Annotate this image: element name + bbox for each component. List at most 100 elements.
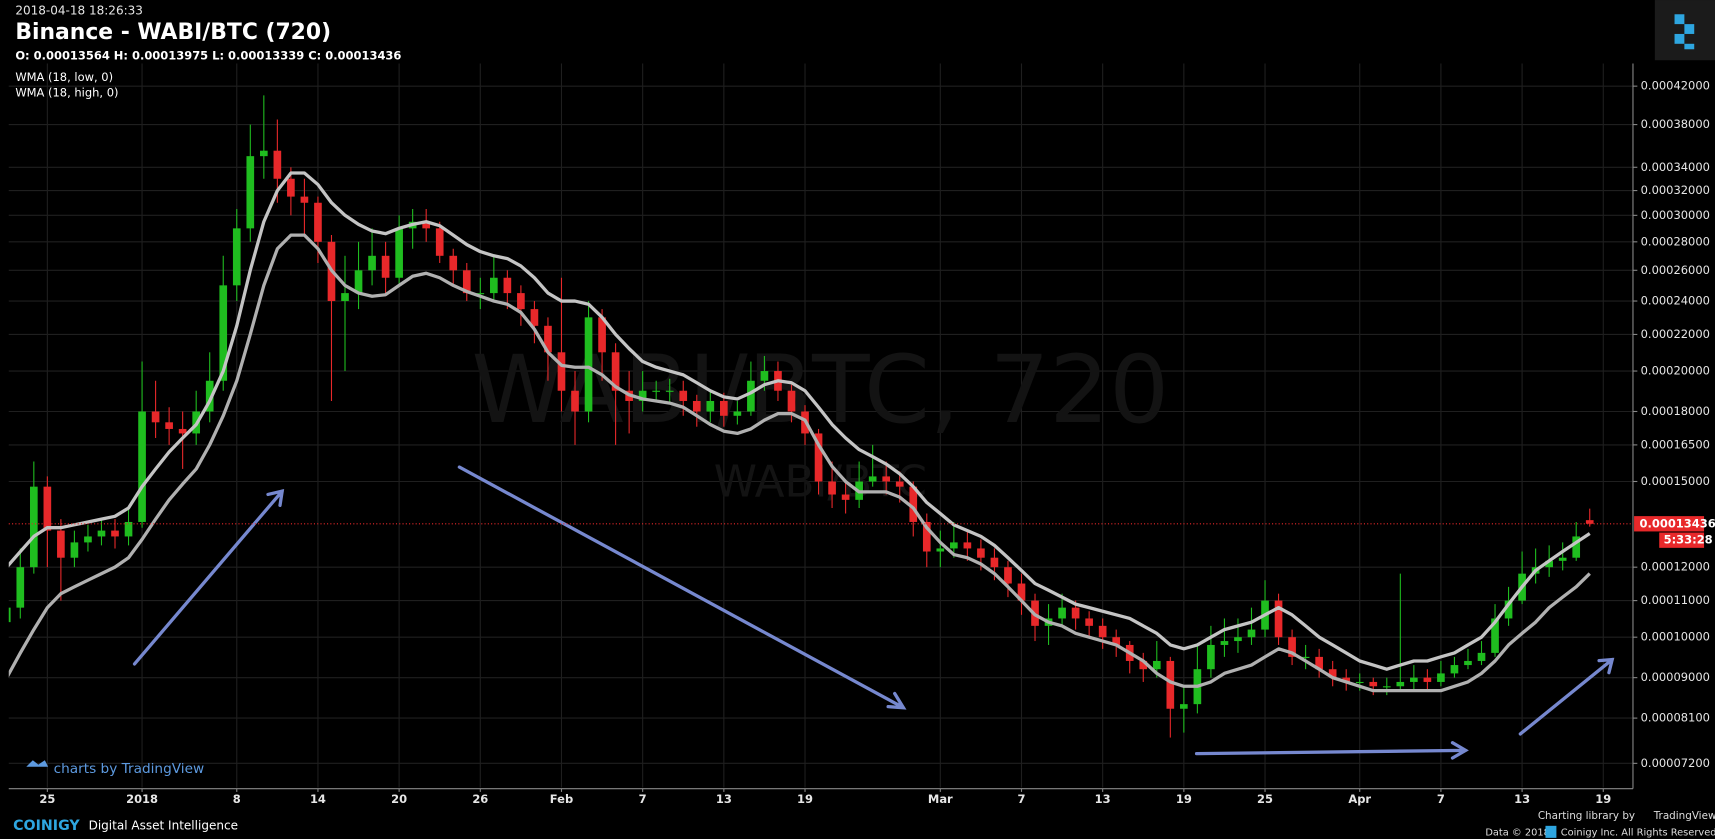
candle-body	[598, 317, 606, 353]
candle-body	[165, 422, 173, 429]
tv-icon	[26, 760, 49, 767]
chart-title: Binance - WABI/BTC (720)	[15, 20, 331, 45]
candle-body	[1328, 669, 1337, 678]
candle-body	[977, 548, 985, 558]
x-tick-label: 13	[1095, 792, 1111, 806]
candle-body	[246, 156, 255, 229]
watermark: WABI/BTC, 720	[472, 336, 1170, 445]
tv-credit[interactable]: charts by TradingView	[54, 761, 205, 777]
candle-body	[950, 542, 958, 549]
countdown: 5:33:28	[1664, 533, 1713, 547]
y-tick-label: 0.00034000	[1641, 160, 1710, 174]
candle-body	[638, 390, 647, 401]
candle-body	[1342, 677, 1351, 682]
candle-body	[1423, 677, 1432, 682]
tradingview-credit[interactable]: charts by TradingView	[26, 760, 204, 777]
x-tick-label: Apr	[1348, 792, 1371, 806]
candle-body	[1437, 673, 1445, 682]
y-tick-label: 0.00016500	[1641, 437, 1710, 451]
y-tick-label: 0.00032000	[1641, 183, 1710, 197]
y-tick-label: 0.00007200	[1641, 756, 1710, 770]
candle-body	[584, 317, 593, 412]
candle-body	[1207, 644, 1215, 670]
candle-body	[151, 411, 160, 423]
x-tick-label: 26	[472, 792, 488, 806]
candle-body	[449, 255, 458, 271]
candle-body	[1234, 637, 1242, 642]
candle-body	[111, 530, 119, 537]
candle-body	[787, 390, 796, 412]
arrow	[1518, 657, 1615, 736]
candle-body	[314, 202, 322, 242]
rights: Coinigy Inc. All Rights Reserved.	[1561, 827, 1715, 838]
candle-body	[368, 255, 376, 271]
price-label-bg	[1634, 516, 1705, 532]
y-tick-label: 0.00015000	[1641, 474, 1710, 488]
candle-body	[29, 486, 38, 568]
candle-body	[1288, 637, 1296, 657]
candle-body	[571, 390, 579, 412]
arrow	[1194, 741, 1469, 760]
candle-body	[990, 557, 999, 568]
candle-body	[273, 150, 282, 179]
candle-body	[205, 380, 214, 412]
y-tick-label: 0.00038000	[1641, 117, 1710, 131]
candle-body	[232, 228, 241, 286]
candle-body	[1450, 665, 1459, 674]
candle-body	[895, 481, 904, 487]
candle-body	[219, 285, 228, 381]
x-tick-label: 8	[233, 792, 241, 806]
candle-body	[16, 567, 25, 608]
candle-body	[476, 293, 485, 295]
candle-body	[1558, 557, 1567, 561]
candle-body	[747, 380, 755, 412]
y-tick-label: 0.00042000	[1641, 79, 1710, 93]
candle-body	[517, 293, 525, 310]
candle-body	[395, 228, 403, 278]
x-tick-label: 25	[1257, 792, 1273, 806]
coinigy-logo[interactable]: COINIGY	[13, 818, 80, 834]
y-tick-label: 0.00012000	[1641, 560, 1710, 574]
candle-body	[490, 277, 498, 294]
y-tick-label: 0.00020000	[1641, 364, 1710, 378]
candle-body	[381, 255, 390, 278]
candle-body	[1301, 656, 1310, 658]
y-tick-label: 0.00009000	[1641, 670, 1710, 684]
candle-body	[720, 400, 728, 416]
y-tick-label: 0.00018000	[1641, 404, 1710, 418]
ohlc-line: O: 0.00013564 H: 0.00013975 L: 0.0001333…	[15, 48, 401, 62]
candle-body	[1315, 656, 1323, 670]
candle-body	[354, 270, 363, 294]
candle-body	[1058, 607, 1066, 619]
candle-body	[1410, 677, 1418, 682]
candle-body	[8, 607, 11, 623]
candle-body	[1545, 560, 1553, 568]
candle-body	[1247, 629, 1256, 638]
candle-body	[43, 486, 52, 531]
candle-body	[706, 400, 715, 412]
candle-body	[287, 178, 295, 197]
candle-body	[963, 542, 972, 549]
candle-body	[841, 494, 850, 500]
library-credit: Charting library by	[1538, 810, 1635, 822]
x-tick-label: 2018	[126, 792, 158, 806]
candle-body	[1152, 660, 1161, 670]
candle-body	[868, 476, 877, 482]
candle-body	[1071, 607, 1080, 619]
candle-body	[341, 293, 349, 302]
y-tick-label: 0.00010000	[1641, 630, 1710, 644]
library-name[interactable]: TradingView	[1653, 810, 1715, 822]
candle-body	[665, 390, 674, 392]
x-tick-label: 7	[1437, 792, 1445, 806]
arrows	[132, 465, 1615, 760]
y-tick-label: 0.00030000	[1641, 208, 1710, 222]
candle-body	[922, 521, 931, 552]
candle-body	[733, 411, 742, 416]
candle-body	[1139, 660, 1148, 670]
candle-body	[1464, 660, 1472, 666]
x-tick-label: 7	[1017, 792, 1025, 806]
x-tick-label: 14	[310, 792, 326, 806]
candle-body	[1491, 618, 1499, 653]
